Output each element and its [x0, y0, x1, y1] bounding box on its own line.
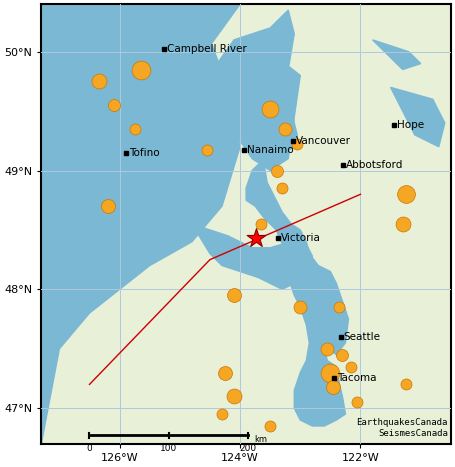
Point — [222, 369, 229, 376]
Point — [131, 125, 138, 133]
Text: EarthquakesCanada
SeismesCanada: EarthquakesCanada SeismesCanada — [356, 418, 448, 438]
Text: Victoria: Victoria — [281, 233, 321, 243]
Text: Nanaimo: Nanaimo — [247, 145, 294, 156]
Point — [402, 381, 410, 388]
Text: Vancouver: Vancouver — [296, 136, 351, 146]
Text: 200: 200 — [239, 444, 257, 453]
Text: Hope: Hope — [397, 120, 425, 130]
Polygon shape — [373, 40, 421, 70]
Point — [399, 220, 406, 228]
Point — [137, 66, 144, 73]
Point — [230, 291, 238, 299]
Text: Abbotsford: Abbotsford — [346, 160, 404, 170]
Point — [354, 398, 361, 406]
Polygon shape — [41, 4, 240, 444]
Polygon shape — [390, 87, 445, 147]
Text: Campbell River: Campbell River — [167, 44, 246, 54]
Point — [104, 202, 111, 210]
Point — [402, 191, 410, 198]
Point — [327, 369, 334, 376]
Polygon shape — [156, 4, 192, 70]
Polygon shape — [192, 224, 312, 290]
Text: 100: 100 — [160, 444, 177, 453]
Point — [336, 304, 343, 311]
Polygon shape — [213, 10, 345, 426]
Text: Tacoma: Tacoma — [337, 374, 377, 383]
Point — [339, 351, 346, 359]
Polygon shape — [222, 40, 300, 170]
Point — [324, 345, 331, 353]
Text: Tofino: Tofino — [129, 148, 159, 158]
Polygon shape — [321, 295, 349, 355]
Point — [258, 220, 265, 228]
Point — [218, 410, 226, 418]
Point — [282, 125, 289, 133]
Point — [348, 363, 355, 370]
Point — [297, 304, 304, 311]
Text: Seattle: Seattle — [344, 332, 381, 342]
Point — [278, 184, 286, 192]
Point — [110, 101, 117, 109]
Text: km: km — [254, 435, 267, 444]
Point — [274, 167, 281, 174]
Point — [230, 393, 238, 400]
Point — [267, 422, 274, 430]
Point — [330, 383, 337, 390]
Polygon shape — [41, 4, 240, 444]
Text: 0: 0 — [86, 444, 92, 453]
Point — [253, 234, 260, 242]
Point — [203, 147, 211, 154]
Point — [267, 105, 274, 113]
Point — [293, 141, 301, 148]
Point — [95, 78, 102, 85]
